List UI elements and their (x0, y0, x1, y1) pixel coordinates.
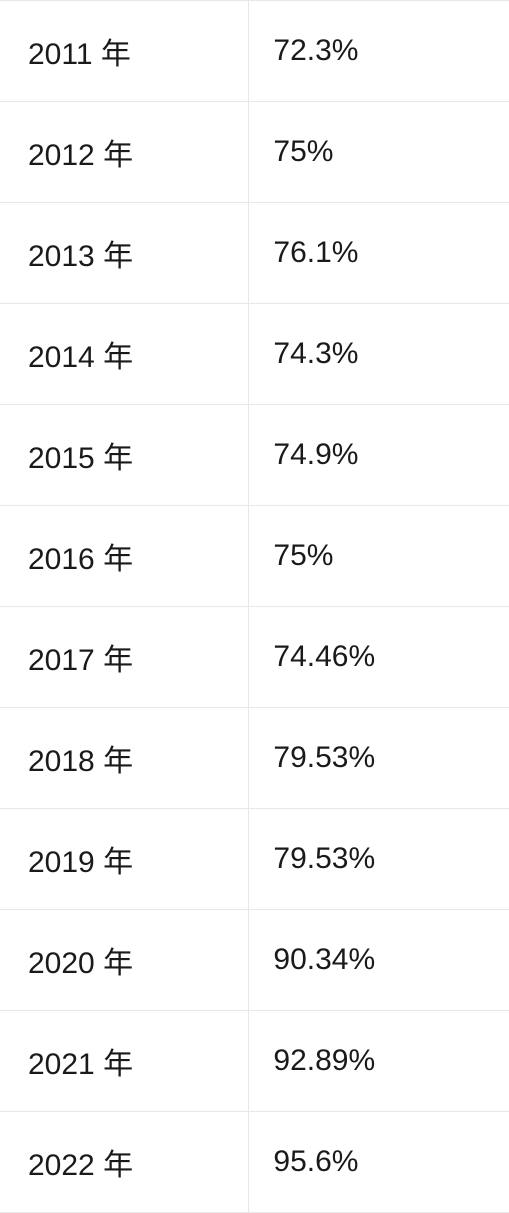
year-cell: 2017 年 (0, 607, 249, 707)
year-cell: 2011 年 (0, 1, 249, 101)
year-cell: 2012 年 (0, 102, 249, 202)
table-row: 2019 年 79.53% (0, 809, 509, 910)
value-cell: 74.3% (249, 304, 509, 404)
table-row: 2022 年 95.6% (0, 1112, 509, 1213)
value-cell: 79.53% (249, 809, 509, 909)
value-cell: 72.3% (249, 1, 509, 101)
value-cell: 76.1% (249, 203, 509, 303)
year-cell: 2016 年 (0, 506, 249, 606)
year-cell: 2021 年 (0, 1011, 249, 1111)
table-row: 2017 年 74.46% (0, 607, 509, 708)
table-row: 2014 年 74.3% (0, 304, 509, 405)
value-cell: 74.9% (249, 405, 509, 505)
value-cell: 92.89% (249, 1011, 509, 1111)
table-row: 2011 年 72.3% (0, 0, 509, 102)
year-cell: 2019 年 (0, 809, 249, 909)
value-cell: 79.53% (249, 708, 509, 808)
year-cell: 2013 年 (0, 203, 249, 303)
year-cell: 2020 年 (0, 910, 249, 1010)
table-row: 2016 年 75% (0, 506, 509, 607)
year-cell: 2018 年 (0, 708, 249, 808)
value-cell: 95.6% (249, 1112, 509, 1212)
table-row: 2020 年 90.34% (0, 910, 509, 1011)
table-row: 2013 年 76.1% (0, 203, 509, 304)
value-cell: 90.34% (249, 910, 509, 1010)
value-cell: 75% (249, 506, 509, 606)
value-cell: 74.46% (249, 607, 509, 707)
year-cell: 2014 年 (0, 304, 249, 404)
table-row: 2012 年 75% (0, 102, 509, 203)
table-row: 2018 年 79.53% (0, 708, 509, 809)
year-cell: 2015 年 (0, 405, 249, 505)
value-cell: 75% (249, 102, 509, 202)
year-cell: 2022 年 (0, 1112, 249, 1212)
table-row: 2021 年 92.89% (0, 1011, 509, 1112)
table-row: 2015 年 74.9% (0, 405, 509, 506)
data-table: 2011 年 72.3% 2012 年 75% 2013 年 76.1% 201… (0, 0, 509, 1213)
